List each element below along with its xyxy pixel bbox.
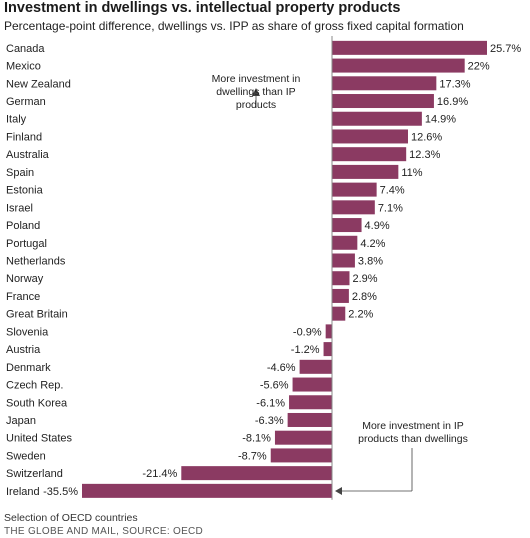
bar xyxy=(323,342,332,357)
category-label: Poland xyxy=(6,220,40,232)
value-label: 2.8% xyxy=(352,291,377,303)
category-label: Austria xyxy=(6,344,41,356)
chart-subtitle: Percentage-point difference, dwellings v… xyxy=(4,19,464,33)
value-label: -8.1% xyxy=(242,433,271,445)
bar xyxy=(332,76,437,91)
category-label: Great Britain xyxy=(6,309,68,321)
category-label: Slovenia xyxy=(6,326,49,338)
category-label: New Zealand xyxy=(6,78,71,90)
bar xyxy=(332,164,399,179)
category-label: Netherlands xyxy=(6,256,66,268)
value-label: 14.9% xyxy=(425,114,456,126)
value-label: -6.3% xyxy=(255,415,284,427)
bar xyxy=(332,40,487,55)
value-label: -8.7% xyxy=(238,450,267,462)
value-label: 7.1% xyxy=(378,202,403,214)
bar xyxy=(274,430,332,445)
annotation-ip-products: More investment in IP products than dwel… xyxy=(358,420,468,445)
category-label: Denmark xyxy=(6,362,51,374)
value-label: 4.2% xyxy=(360,238,385,250)
chart-title: Investment in dwellings vs. intellectual… xyxy=(4,0,401,16)
bar xyxy=(332,253,355,268)
category-label: Mexico xyxy=(6,61,41,73)
value-label: 12.6% xyxy=(411,131,442,143)
bar xyxy=(332,235,358,250)
value-label: 2.9% xyxy=(352,273,377,285)
value-label: 17.3% xyxy=(439,78,470,90)
category-label: Portugal xyxy=(6,238,47,250)
value-label: -4.6% xyxy=(267,362,296,374)
value-label: 7.4% xyxy=(380,185,405,197)
value-label: 12.3% xyxy=(409,149,440,161)
footnote: Selection of OECD countries xyxy=(4,512,138,524)
bar xyxy=(299,359,332,374)
category-label: Ireland xyxy=(6,486,40,498)
value-label: 3.8% xyxy=(358,256,383,268)
bar xyxy=(332,271,350,286)
category-label: German xyxy=(6,96,46,108)
value-label: -21.4% xyxy=(142,468,177,480)
bar xyxy=(181,466,332,481)
value-label: -5.6% xyxy=(260,380,289,392)
category-label: France xyxy=(6,291,40,303)
bar xyxy=(332,182,377,197)
bar xyxy=(325,324,332,339)
annotation-arrowhead xyxy=(335,487,342,495)
bar xyxy=(332,147,407,162)
category-label: Israel xyxy=(6,202,33,214)
bar xyxy=(287,412,332,427)
value-label: 11% xyxy=(401,167,422,179)
value-label: -35.5% xyxy=(43,486,78,498)
value-label: 4.9% xyxy=(365,220,390,232)
value-label: 2.2% xyxy=(348,309,373,321)
category-label: Norway xyxy=(6,273,44,285)
value-label: 22% xyxy=(468,61,490,73)
bar xyxy=(332,129,408,144)
annotation-dwellings: More investment in dwellings than IP pro… xyxy=(211,73,301,111)
category-label: Spain xyxy=(6,167,34,179)
category-label: Canada xyxy=(6,43,45,55)
bar xyxy=(82,483,332,498)
bar xyxy=(332,200,375,215)
value-label: -1.2% xyxy=(291,344,320,356)
bar xyxy=(332,288,349,303)
category-label: Finland xyxy=(6,131,42,143)
category-label: Japan xyxy=(6,415,36,427)
category-label: Estonia xyxy=(6,185,44,197)
annotation-arrowhead xyxy=(252,88,260,96)
category-label: Australia xyxy=(6,149,50,161)
category-label: Czech Rep. xyxy=(6,380,63,392)
bar xyxy=(332,218,362,233)
value-label: -0.9% xyxy=(293,326,322,338)
value-label: 25.7% xyxy=(490,43,521,55)
bar xyxy=(332,58,465,73)
value-label: 16.9% xyxy=(437,96,468,108)
bar xyxy=(270,448,332,463)
category-label: Switzerland xyxy=(6,468,63,480)
bar-chart: Canada 25.7% Mexico 22% New Zealand 17.3% Germ… xyxy=(6,36,521,500)
source-credit: THE GLOBE AND MAIL, SOURCE: OECD xyxy=(4,526,204,537)
category-label: Sweden xyxy=(6,450,46,462)
category-label: Italy xyxy=(6,114,27,126)
bar xyxy=(292,377,332,392)
value-label: -6.1% xyxy=(256,397,285,409)
bar xyxy=(289,395,332,410)
bar xyxy=(332,94,434,109)
bar xyxy=(332,111,422,126)
bar xyxy=(332,306,346,321)
category-label: South Korea xyxy=(6,397,68,409)
category-label: United States xyxy=(6,433,73,445)
